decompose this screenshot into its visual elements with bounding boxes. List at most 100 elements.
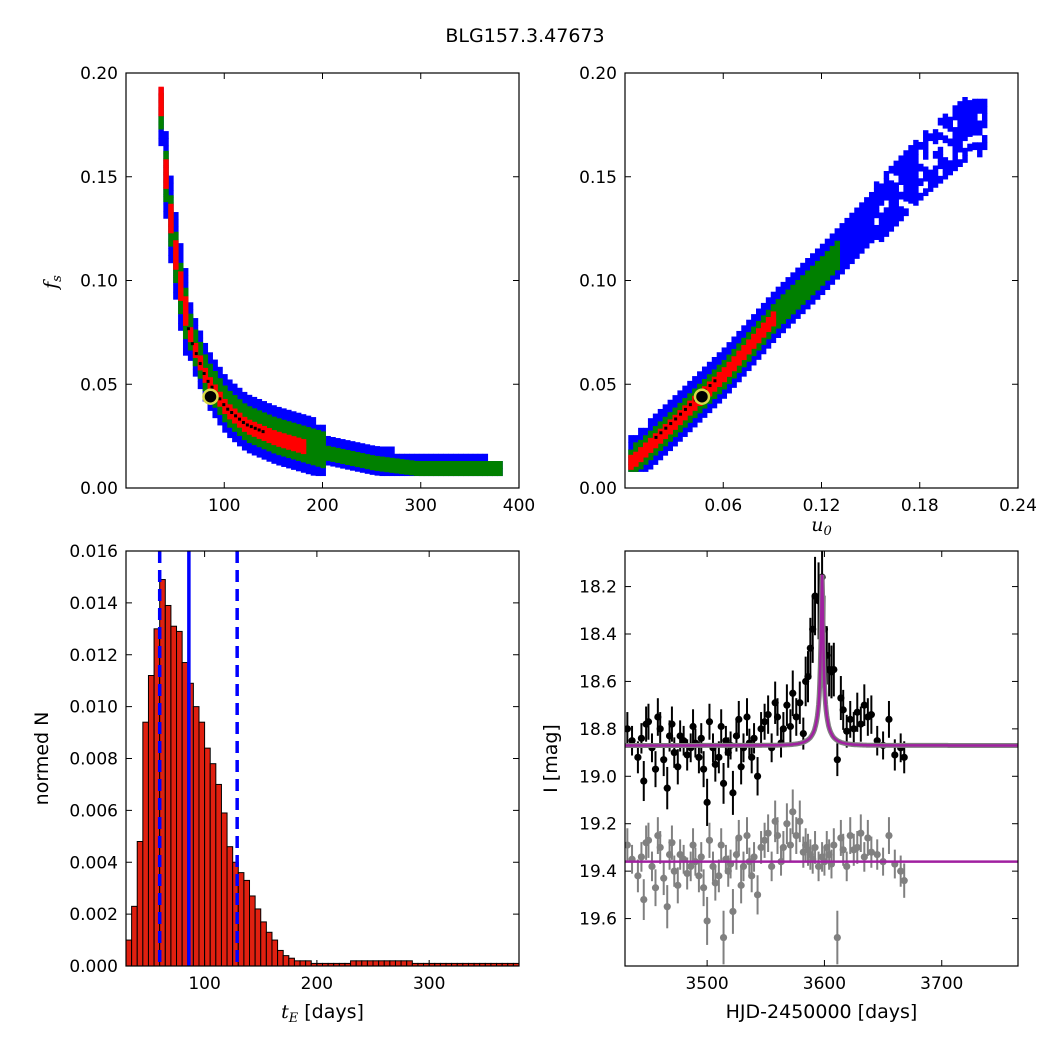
hist-bar: [305, 960, 312, 967]
sigma2-cell: [780, 316, 786, 324]
sigma3-cell: [163, 210, 169, 219]
sigma2-cell: [487, 461, 493, 469]
sigma3-cell: [291, 411, 297, 420]
sigma2-cell: [359, 453, 366, 461]
sigma3-cell: [711, 400, 718, 409]
sigma2-cell: [310, 435, 317, 444]
data-point: [717, 841, 725, 849]
data-point: [651, 765, 660, 773]
data-point: [735, 715, 743, 723]
sigma2-cell: [810, 280, 816, 288]
sigma2-cell: [413, 468, 420, 476]
sigma3-cell: [952, 134, 958, 143]
sigma3-cell: [839, 244, 845, 253]
sigma2-cell: [800, 297, 806, 305]
sigma2-cell: [741, 337, 747, 346]
sigma3-cell: [212, 410, 218, 419]
hist-bar: [288, 957, 295, 967]
data-point: [757, 843, 765, 852]
sigma3-cell: [903, 193, 909, 202]
sigma3-cell: [701, 410, 708, 418]
sigma2-cell: [408, 467, 415, 476]
sigma3-cell: [207, 403, 213, 411]
sigma2-cell: [756, 342, 762, 351]
sigma3-cell: [957, 108, 963, 117]
sigma1-cell: [163, 181, 169, 189]
sigma3-cell: [947, 116, 953, 125]
sigma3-cell: [438, 453, 444, 462]
sigma2-cell: [163, 187, 169, 195]
sigma2-cell: [320, 445, 326, 454]
sigma1-cell: [721, 374, 728, 383]
sigma3-cell: [266, 403, 272, 411]
sigma3-cell: [168, 175, 174, 184]
sigma2-cell: [354, 452, 361, 460]
sigma3-cell: [947, 167, 953, 176]
sigma3-cell: [913, 168, 919, 177]
sigma1-cell: [716, 379, 723, 387]
sigma3-cell: [977, 120, 983, 129]
sigma1-cell: [241, 416, 248, 425]
sigma2-cell: [399, 459, 405, 467]
sigma3-cell: [957, 137, 963, 146]
data-point: [764, 711, 772, 719]
sigma1-cell: [633, 458, 639, 467]
sigma2-cell: [428, 468, 435, 477]
sigma3-cell: [364, 466, 371, 474]
y-axis-label: I [mag]: [540, 724, 562, 793]
sigma3-cell: [291, 462, 297, 470]
hist-bar: [176, 630, 183, 967]
panel-lightcurve: 3500 3600 3700 18.2 18.4 18.6 18.8 19.0 19.2 19.4…: [540, 550, 1019, 1023]
sigma2-cell: [795, 280, 801, 288]
sigma3-cell: [647, 418, 654, 426]
sigma2-cell: [785, 289, 791, 298]
sigma2-cell: [492, 461, 498, 469]
sigma1-cell: [261, 425, 267, 434]
hist-bar: [237, 872, 245, 967]
sigma3-cell: [286, 460, 292, 469]
sigma3-cell: [173, 284, 179, 293]
x-tick-label: 3700: [920, 974, 963, 994]
sigma2-cell: [315, 458, 322, 467]
sigma3-cell: [790, 279, 796, 288]
sigma3-cell: [962, 104, 968, 113]
sigma2-cell: [163, 150, 169, 159]
sigma3-cell: [389, 453, 395, 462]
sigma1-cell: [182, 318, 189, 326]
sigma3-cell: [878, 190, 885, 199]
sigma2-cell: [453, 468, 459, 477]
data-point: [644, 718, 653, 726]
sigma1-cell: [158, 101, 164, 109]
hist-bar: [378, 960, 385, 967]
y-tick-label: 18.8: [579, 720, 617, 740]
sigma1-cell: [232, 415, 238, 424]
data-point: [719, 933, 728, 942]
sigma3-cell: [923, 137, 929, 146]
sigma1-cell: [178, 271, 184, 280]
sigma3-cell: [878, 227, 885, 235]
data-point: [634, 872, 642, 880]
sigma1-cell: [227, 411, 233, 420]
sigma3-cell: [903, 150, 909, 159]
sigma3-cell: [697, 371, 703, 380]
sigma2-cell: [692, 410, 698, 419]
sigma3-cell: [903, 186, 909, 195]
sigma3-cell: [967, 107, 973, 116]
sigma2-cell: [760, 337, 767, 345]
sigma3-cell: [731, 343, 737, 352]
sigma3-cell: [868, 191, 875, 200]
sigma2-cell: [350, 458, 356, 467]
sigma1-cell: [760, 329, 767, 338]
sigma3-cell: [908, 145, 914, 153]
sigma2-cell: [413, 460, 420, 469]
sigma1-cell: [756, 335, 762, 344]
sigma2-cell: [237, 406, 243, 415]
sigma1-cell: [291, 443, 297, 452]
sigma3-cell: [942, 135, 949, 144]
model-curve: [625, 574, 1018, 747]
sigma1-cell: [202, 375, 209, 383]
sigma3-cell: [256, 449, 263, 458]
sigma3-cell: [780, 289, 786, 297]
sigma3-cell: [677, 397, 683, 406]
sigma2-cell: [628, 449, 634, 458]
